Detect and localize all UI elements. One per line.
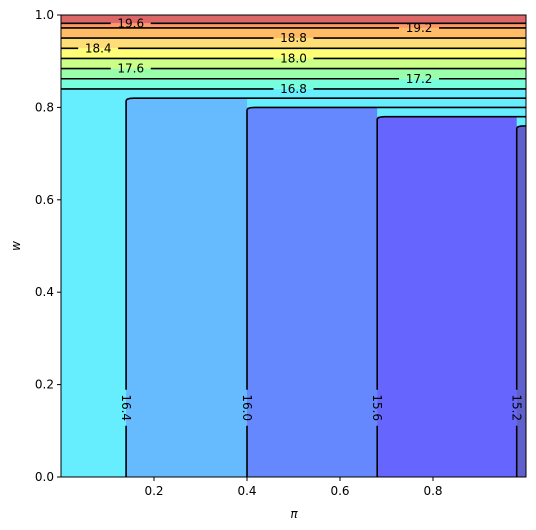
contour-label-15.2: 15.2 xyxy=(510,394,524,421)
y-tick-label-3: 0.6 xyxy=(35,193,54,207)
contour-label-17.2: 17.2 xyxy=(406,72,433,86)
contour-label-17.6: 17.6 xyxy=(117,62,144,76)
band-2 xyxy=(61,58,526,69)
region-0 xyxy=(61,88,127,478)
band-5 xyxy=(61,27,526,39)
y-axis-title: w xyxy=(9,241,23,251)
band-4 xyxy=(61,38,526,49)
region-step-3 xyxy=(377,116,517,477)
band-7 xyxy=(61,15,526,24)
x-axis-title: π xyxy=(290,507,298,521)
contour-label-16.0: 16.0 xyxy=(240,394,254,421)
y-tick-label-1: 0.2 xyxy=(35,378,54,392)
contour-line-16.4 xyxy=(125,97,526,477)
contour-label-18.8: 18.8 xyxy=(280,31,307,45)
region-step-1 xyxy=(126,98,247,477)
y-tick-label-5: 1.0 xyxy=(35,8,54,22)
plot-area xyxy=(61,15,526,478)
region-step-2 xyxy=(247,107,378,478)
contour-label-19.2: 19.2 xyxy=(406,21,433,35)
x-tick-label-0: 0.2 xyxy=(144,484,163,498)
plot-frame xyxy=(60,14,527,478)
x-tick-label-1: 0.4 xyxy=(237,484,256,498)
x-tick-label-3: 0.8 xyxy=(423,484,442,498)
contour-label-18.4: 18.4 xyxy=(85,41,112,55)
contour-label-16.8: 16.8 xyxy=(280,82,307,96)
contour-line-16.0 xyxy=(246,106,526,477)
x-tick-label-2: 0.6 xyxy=(330,484,349,498)
y-tick-label-2: 0.4 xyxy=(35,285,54,299)
y-tick-label-4: 0.8 xyxy=(35,100,54,114)
region-step-4 xyxy=(516,125,526,477)
contour-line-15.6 xyxy=(376,115,526,477)
contour-line-15.2 xyxy=(515,125,526,477)
y-tick-label-0: 0.0 xyxy=(35,470,54,484)
band-1 xyxy=(61,68,526,79)
band-6 xyxy=(61,23,526,28)
contour-label-18.0: 18.0 xyxy=(280,51,307,65)
contour-label-19.6: 19.6 xyxy=(117,16,144,30)
contour-label-15.6: 15.6 xyxy=(370,394,384,421)
contour-labels: 16.4 16.0 15.6 15.2 16.8 17.2 17.6 18.0 18.4 18.8… xyxy=(85,16,524,421)
band-3 xyxy=(61,48,526,59)
contour-label-16.4: 16.4 xyxy=(119,394,133,421)
band-0 xyxy=(61,78,526,89)
axes: 0.2 0.4 0.6 0.8 0.0 0.2 0.4 0.6 0.8 1.0 xyxy=(35,8,527,498)
